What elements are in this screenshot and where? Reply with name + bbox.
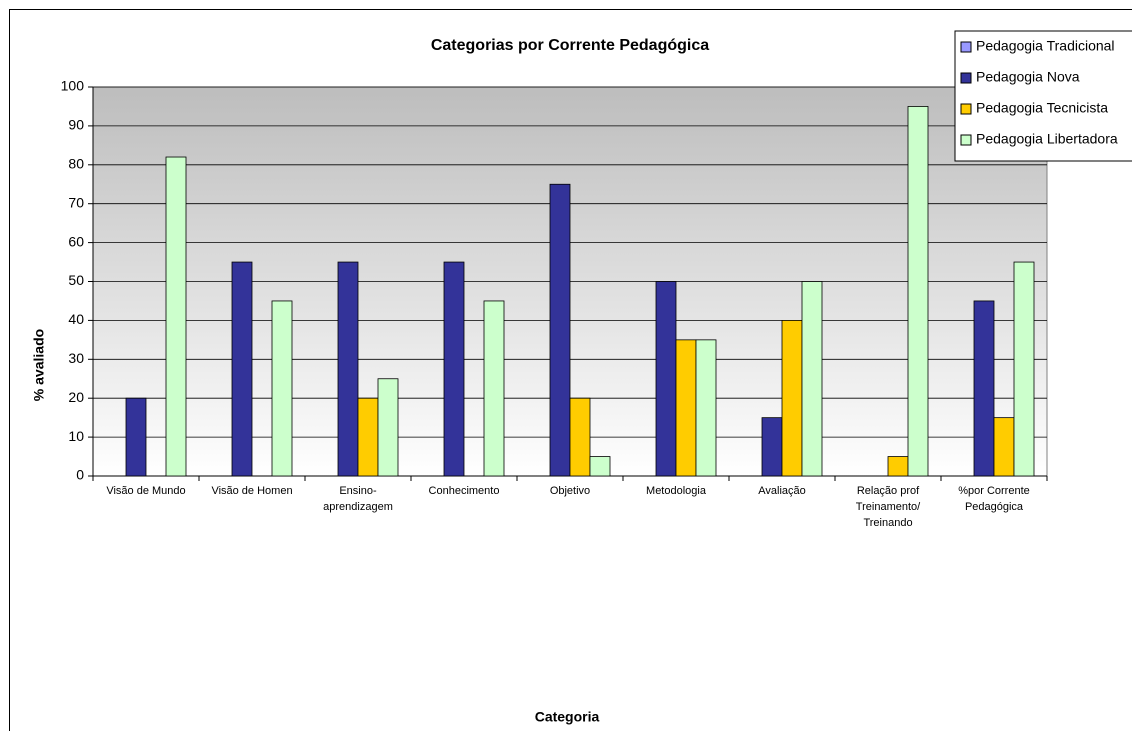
- bar: [357, 397, 379, 477]
- x-tick-label: Visão de Mundo: [106, 485, 185, 497]
- bar: [1013, 261, 1035, 477]
- bar: [377, 378, 399, 477]
- legend-swatch: [960, 134, 972, 146]
- bar: [993, 417, 1015, 477]
- bar: [337, 261, 359, 477]
- bar: [907, 106, 929, 477]
- y-tick-label: 30: [68, 350, 84, 366]
- y-tick-label: 80: [68, 156, 84, 172]
- y-tick-label: 60: [68, 233, 84, 249]
- x-tick-label: Objetivo: [550, 485, 590, 497]
- legend-label: Pedagogia Nova: [976, 69, 1080, 85]
- legend-swatch: [960, 72, 972, 84]
- bar: [443, 261, 465, 477]
- y-tick-label: 10: [68, 428, 84, 444]
- bar: [125, 397, 147, 477]
- y-tick-label: 100: [61, 78, 85, 94]
- y-tick-label: 90: [68, 117, 84, 133]
- legend-label: Pedagogia Tecnicista: [976, 100, 1108, 116]
- legend-label: Pedagogia Libertadora: [976, 131, 1118, 147]
- y-axis-label: % avaliado: [31, 329, 47, 401]
- x-axis-label: Categoria: [535, 709, 600, 725]
- x-tick-label: Relação prof Treinamento/Treinando: [856, 485, 921, 529]
- bar: [271, 300, 293, 477]
- y-tick-label: 70: [68, 194, 84, 210]
- bar: [761, 417, 783, 477]
- bar: [781, 319, 803, 477]
- x-tick-label: %por Corrente Pedagógica: [958, 485, 1030, 513]
- bar: [655, 281, 677, 477]
- y-tick-label: 50: [68, 272, 84, 288]
- bar: [675, 339, 697, 477]
- bar: [549, 183, 571, 477]
- y-tick-label: 0: [76, 467, 84, 483]
- legend-label: Pedagogia Tradicional: [976, 38, 1115, 54]
- legend-swatch: [960, 41, 972, 53]
- legend-box: [954, 30, 1132, 162]
- bar: [695, 339, 717, 477]
- x-tick-label: Ensino-aprendizagem: [323, 485, 393, 513]
- legend-swatch: [960, 103, 972, 115]
- bar: [801, 281, 823, 477]
- bar: [231, 261, 253, 477]
- bar: [887, 456, 909, 477]
- chart-title: Categorias por Corrente Pedagógica: [431, 37, 709, 54]
- x-tick-label: Visão de Homen: [211, 485, 292, 497]
- x-tick-label: Metodologia: [646, 485, 707, 497]
- y-tick-label: 20: [68, 389, 84, 405]
- x-tick-label: Conhecimento: [429, 485, 500, 497]
- y-tick-label: 40: [68, 311, 84, 327]
- bar: [973, 300, 995, 477]
- x-tick-label: Avaliação: [758, 485, 806, 497]
- bar: [569, 397, 591, 477]
- bar: [589, 456, 611, 477]
- bar: [483, 300, 505, 477]
- bar: [165, 156, 187, 477]
